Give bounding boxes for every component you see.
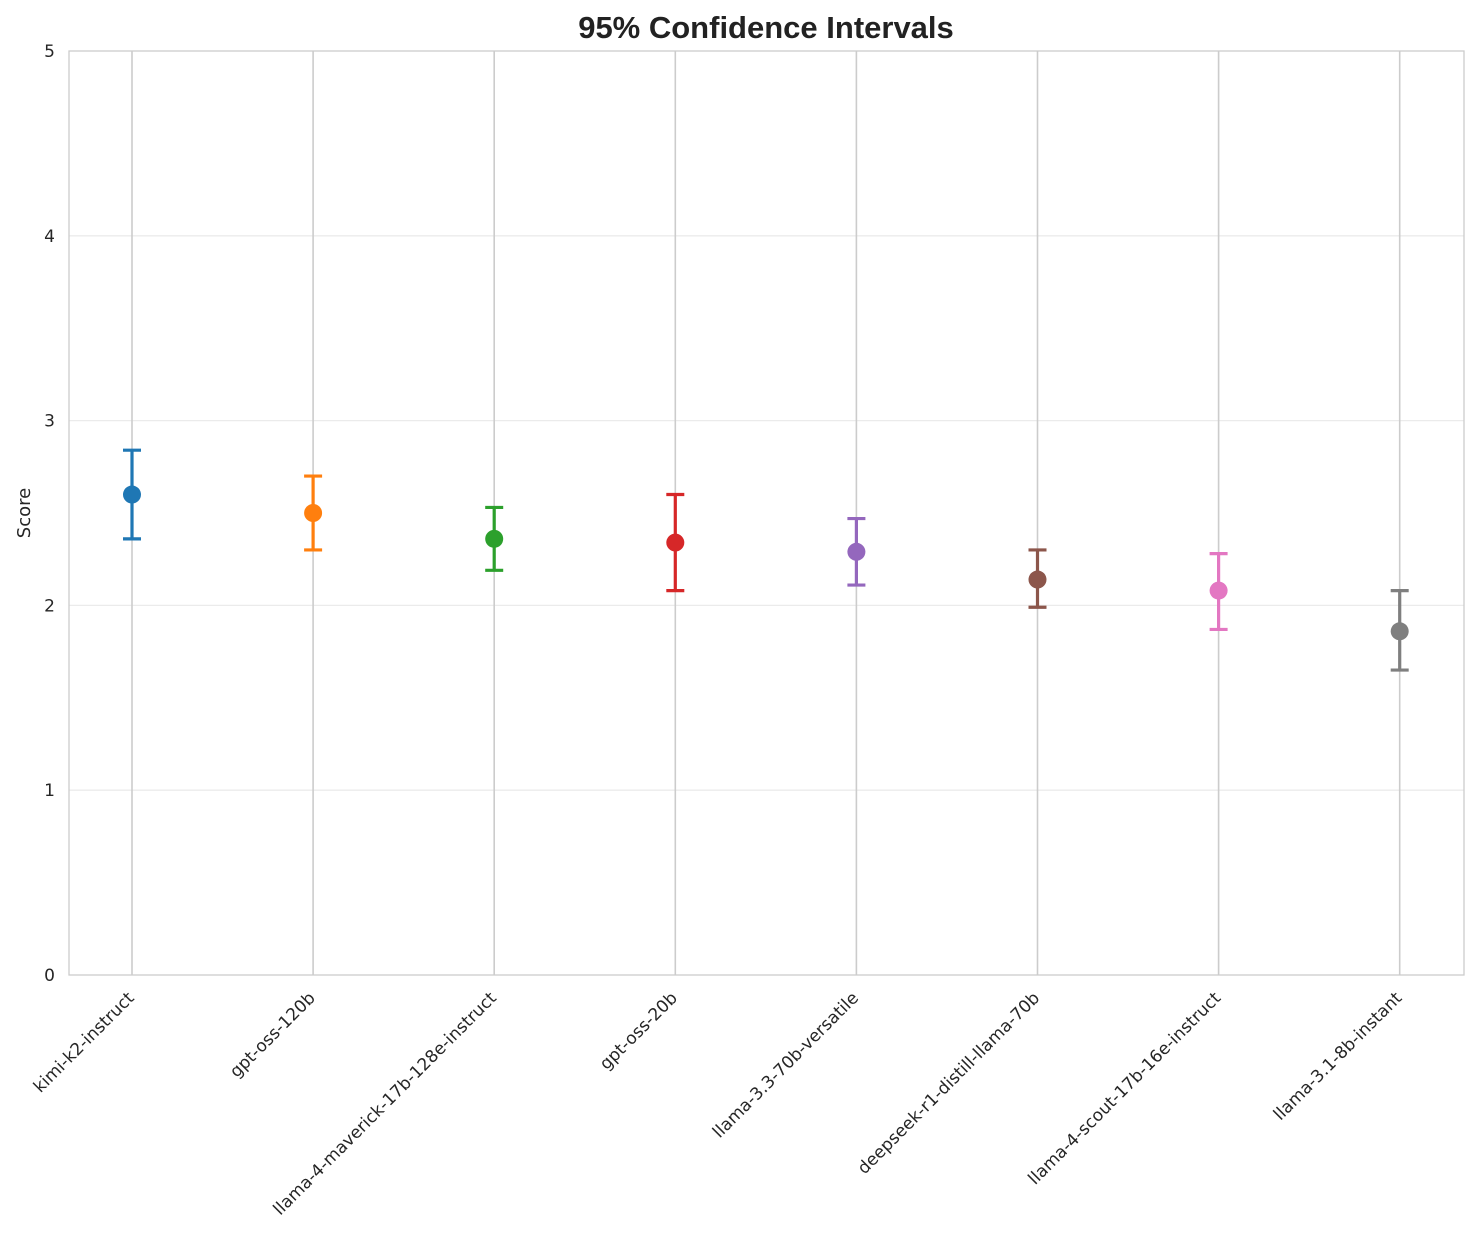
- x-tick-label-2: llama-4-maverick-17b-128e-instruct: [270, 988, 501, 1219]
- chart-title: 95% Confidence Intervals: [578, 10, 954, 45]
- x-tick-label-5: deepseek-r1-distill-llama-70b: [854, 988, 1044, 1178]
- point-group-deepseek-r1-distill-llama-70b: [1028, 548, 1047, 609]
- point-group-llama-3.3-70b-versatile: [847, 516, 866, 587]
- x-tick-label-7: llama-3.1-8b-instant: [1270, 988, 1407, 1125]
- y-tick-label-0: 0: [44, 966, 55, 986]
- y-tick-labels: 0 1 2 3 4 5: [44, 42, 55, 986]
- x-tick-label-3: gpt-oss-20b: [596, 988, 682, 1074]
- point-group-gpt-oss-20b: [666, 492, 685, 593]
- marks-layer: [123, 448, 1409, 672]
- x-tick-label-0: kimi-k2-instruct: [30, 988, 139, 1097]
- x-tick-label-1: gpt-oss-120b: [226, 988, 319, 1081]
- plot-frame: [68, 50, 1465, 976]
- x-tick-label-4: llama-3.3-70b-versatile: [709, 988, 863, 1142]
- data-point-llama-4-maverick-17b-128e-instruct: [485, 529, 504, 548]
- point-group-gpt-oss-120b: [304, 474, 323, 552]
- data-point-llama-3.3-70b-versatile: [847, 542, 866, 561]
- data-point-llama-3.1-8b-instant: [1390, 622, 1409, 641]
- y-tick-label-4: 4: [44, 227, 55, 247]
- data-point-gpt-oss-120b: [304, 504, 323, 522]
- y-tick-label-1: 1: [44, 781, 55, 801]
- data-point-gpt-oss-20b: [666, 533, 685, 552]
- x-tick-labels: kimi-k2-instruct gpt-oss-120bllama-4-mave…: [30, 988, 1407, 1219]
- grid-layer: [69, 51, 1464, 975]
- data-point-llama-4-scout-17b-16e-instruct: [1209, 581, 1228, 600]
- point-group-kimi-k2-instruct: [123, 448, 141, 541]
- x-tick-label-6: llama-4-scout-17b-16e-instruct: [1025, 988, 1226, 1189]
- point-group-llama-3.1-8b-instant: [1390, 589, 1409, 672]
- point-group-llama-4-scout-17b-16e-instruct: [1209, 552, 1228, 632]
- y-tick-label-2: 2: [44, 596, 55, 616]
- data-point-kimi-k2-instruct: [123, 485, 141, 504]
- point-group-llama-4-maverick-17b-128e-instruct: [485, 505, 504, 572]
- y-axis-label: Score: [14, 488, 35, 538]
- y-tick-label-3: 3: [44, 412, 55, 432]
- y-tick-label-5: 5: [44, 42, 55, 62]
- data-point-deepseek-r1-distill-llama-70b: [1028, 570, 1047, 589]
